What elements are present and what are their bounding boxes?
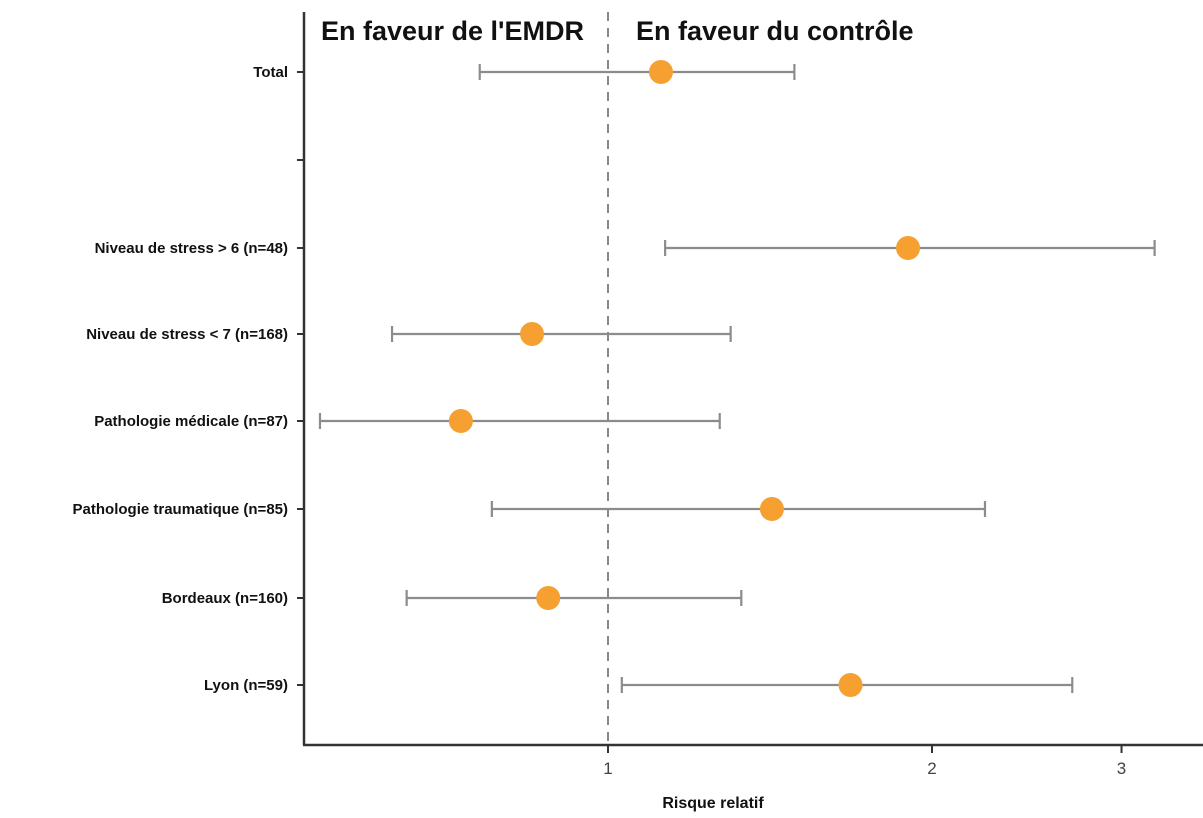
- point-estimate: [520, 322, 545, 346]
- estimate-row: [664, 236, 1156, 260]
- x-tick-label: 3: [1117, 759, 1126, 778]
- category-label: Niveau de stress > 6 (n=48): [95, 240, 288, 257]
- category-label: Pathologie traumatique (n=85): [73, 501, 288, 518]
- category-label: Bordeaux (n=160): [162, 590, 288, 607]
- point-estimate: [648, 60, 673, 84]
- estimate-row: [390, 322, 732, 346]
- point-estimate: [896, 236, 921, 260]
- point-estimate: [759, 497, 784, 521]
- point-estimate: [838, 673, 863, 697]
- estimate-row: [490, 497, 987, 521]
- annotation-favor-control: En faveur du contrôle: [636, 16, 914, 46]
- annotation-favor-emdr: En faveur de l'EMDR: [321, 16, 584, 46]
- estimate-row: [478, 60, 796, 84]
- x-tick-label: 1: [603, 759, 612, 778]
- estimate-row: [405, 586, 743, 610]
- point-estimate: [448, 409, 473, 433]
- x-axis-title: Risque relatif: [662, 795, 764, 812]
- estimate-row: [318, 409, 721, 433]
- category-label: Niveau de stress < 7 (n=168): [86, 326, 288, 343]
- point-estimate: [536, 586, 561, 610]
- category-label: Total: [253, 64, 288, 81]
- category-label: Pathologie médicale (n=87): [94, 413, 288, 430]
- x-tick-label: 2: [927, 759, 936, 778]
- category-label: Lyon (n=59): [204, 677, 288, 694]
- estimate-row: [620, 673, 1074, 697]
